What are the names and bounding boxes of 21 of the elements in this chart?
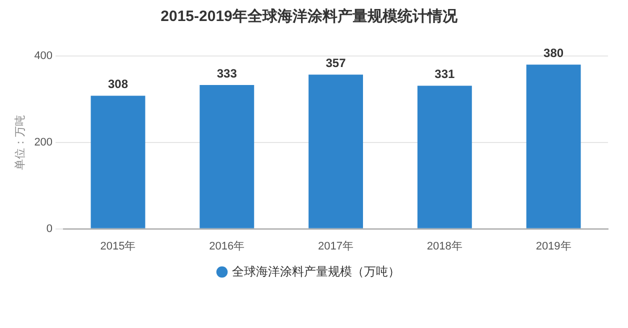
x-tick-label: 2018年 [426,240,462,252]
bar [526,64,581,228]
y-tick-label: 0 [46,222,53,235]
data-label: 331 [434,67,455,82]
x-tick-label: 2017年 [318,240,354,252]
data-label: 333 [216,66,238,80]
y-tick-label: 200 [34,136,53,148]
bar [308,74,363,228]
chart-title: 2015-2019年全球海洋涂料产量规模统计情况 [160,8,458,26]
x-tick-label: 2016年 [209,240,245,252]
data-label: 308 [108,77,128,92]
bar [200,84,254,228]
bar [90,96,146,228]
data-label: 357 [326,56,346,70]
x-tick-label: 2015年 [100,240,136,252]
legend-label: 全球海洋涂料产量规模（万吨） [232,264,400,278]
x-tick-label: 2019年 [536,240,572,252]
bar [417,86,472,228]
y-axis-title: 单位：万吨 [14,114,27,170]
data-label: 380 [544,46,564,60]
y-tick-label: 400 [34,50,53,62]
